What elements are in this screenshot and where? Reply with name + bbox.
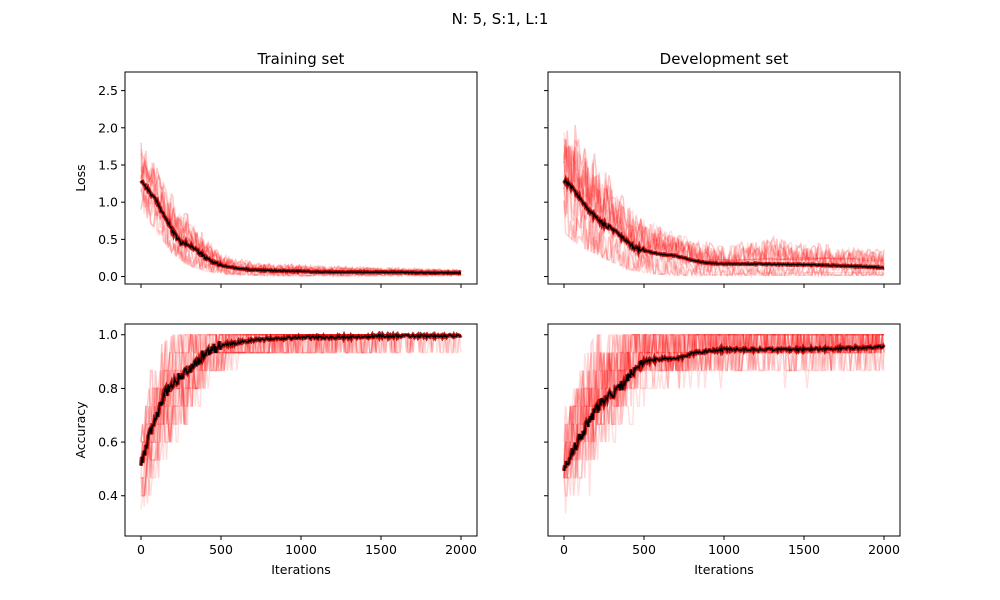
y-tick-label: 2.5 bbox=[98, 83, 118, 98]
y-tick-label: 1.0 bbox=[98, 327, 118, 342]
run-line bbox=[563, 145, 885, 271]
plot-area bbox=[139, 142, 462, 279]
run-line bbox=[563, 333, 884, 478]
run-line bbox=[563, 187, 885, 278]
y-tick-label: 0.0 bbox=[98, 269, 118, 284]
plot-area bbox=[139, 330, 463, 510]
x-axis-label: Iterations bbox=[271, 562, 331, 577]
y-tick-label: 2.0 bbox=[98, 120, 118, 135]
run-line bbox=[563, 139, 885, 266]
run-line bbox=[563, 167, 885, 278]
plot-area bbox=[562, 333, 886, 514]
run-line bbox=[563, 333, 885, 479]
run-line bbox=[140, 189, 462, 277]
run-line bbox=[563, 197, 884, 279]
run-line bbox=[563, 162, 885, 278]
run-line bbox=[563, 333, 884, 478]
subplot-grid: 0.0 0.5 1.0 1.5 2.0 2.5 Training set Loss Develo… bbox=[73, 50, 901, 577]
x-tick-label: 0 bbox=[560, 542, 568, 557]
run-line bbox=[140, 152, 462, 275]
x-tick-label: 1000 bbox=[708, 542, 740, 557]
y-tick-label: 0.4 bbox=[98, 488, 118, 503]
run-line bbox=[563, 188, 885, 279]
x-tick-label: 1500 bbox=[365, 542, 397, 557]
run-line bbox=[141, 333, 461, 496]
mean-line bbox=[563, 177, 885, 269]
subplot-2: Development set bbox=[544, 50, 901, 288]
mean-line bbox=[140, 180, 461, 275]
run-line bbox=[563, 138, 885, 272]
x-tick-label: 0 bbox=[137, 542, 145, 557]
y-tick-label: 1.0 bbox=[98, 195, 118, 210]
subplot-3: 0 500 1000 1500 2000 0.4 0.6 0.8 1.0 Iterations Ac… bbox=[73, 323, 478, 577]
figure-suptitle: N: 5, S:1, L:1 bbox=[452, 10, 549, 28]
run-line bbox=[563, 333, 884, 478]
x-tick-label: 500 bbox=[632, 542, 656, 557]
subplot-title: Training set bbox=[257, 50, 345, 68]
x-tick-label: 2000 bbox=[445, 542, 477, 557]
x-tick-label: 2000 bbox=[868, 542, 900, 557]
x-tick-label: 1500 bbox=[788, 542, 820, 557]
y-tick-label: 1.5 bbox=[98, 157, 118, 172]
y-axis-label: Loss bbox=[73, 164, 88, 191]
run-line bbox=[563, 144, 885, 267]
run-line bbox=[563, 124, 885, 266]
run-line bbox=[563, 333, 884, 443]
run-line bbox=[563, 333, 884, 478]
plot-area bbox=[562, 124, 885, 279]
run-line bbox=[563, 144, 885, 268]
x-tick-label: 1000 bbox=[285, 542, 317, 557]
y-tick-label: 0.8 bbox=[98, 381, 118, 396]
x-tick-label: 500 bbox=[209, 542, 233, 557]
run-line bbox=[563, 333, 884, 461]
mean-line bbox=[140, 333, 462, 466]
subplot-title: Development set bbox=[660, 50, 789, 68]
run-line bbox=[563, 333, 885, 478]
y-axis-label: Accuracy bbox=[73, 401, 88, 459]
subplot-1: 0.0 0.5 1.0 1.5 2.0 2.5 Training set Loss bbox=[73, 50, 478, 288]
run-line bbox=[563, 132, 885, 269]
run-line bbox=[563, 333, 885, 497]
run-line bbox=[141, 333, 461, 496]
run-line bbox=[140, 333, 461, 510]
run-line bbox=[563, 333, 884, 461]
run-line bbox=[563, 351, 885, 514]
run-line bbox=[564, 333, 885, 479]
run-line bbox=[141, 333, 462, 507]
x-axis-label: Iterations bbox=[694, 562, 754, 577]
subplot-4: 0 500 1000 1500 2000 Iterations bbox=[544, 323, 901, 577]
run-line bbox=[564, 333, 884, 479]
y-tick-label: 0.6 bbox=[98, 435, 118, 450]
mean-line bbox=[563, 344, 885, 472]
run-line bbox=[563, 333, 884, 478]
y-tick-label: 0.5 bbox=[98, 232, 118, 247]
run-line bbox=[563, 130, 885, 269]
